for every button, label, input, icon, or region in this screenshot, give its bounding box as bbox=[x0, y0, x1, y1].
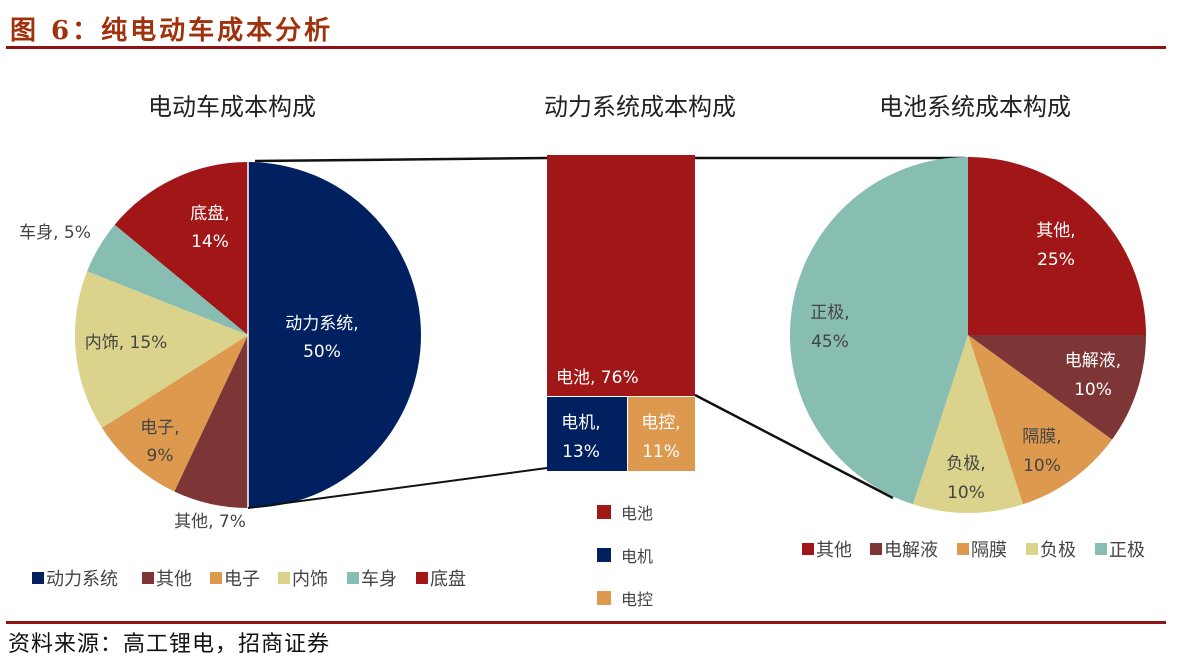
legend-electrolyte: 电解液 bbox=[884, 540, 938, 561]
label-power: 动力系统, bbox=[285, 314, 358, 334]
legend-interior: 内饰 bbox=[292, 569, 328, 590]
label-anode: 负极, bbox=[946, 454, 985, 474]
label-battery: 电池, 76% bbox=[556, 368, 639, 388]
connector-top-left bbox=[254, 156, 548, 163]
connector-bottom-left bbox=[247, 467, 548, 509]
label-controller: 电控, bbox=[641, 413, 680, 433]
label-electronics: 电子, bbox=[140, 418, 179, 438]
legend-swatch-electronics bbox=[210, 572, 222, 584]
label-interior: 内饰, 15% bbox=[85, 333, 168, 353]
label-cathode-pct: 45% bbox=[811, 332, 849, 352]
label-body: 车身, 5% bbox=[19, 223, 91, 243]
legend-swatch-controller bbox=[597, 591, 611, 605]
label-power-pct: 50% bbox=[303, 342, 341, 362]
label-chassis-pct: 14% bbox=[191, 232, 229, 252]
right-chart-title: 电池系统成本构成 bbox=[879, 93, 1071, 121]
figure-title: 图 6：纯电动车成本分析 bbox=[10, 16, 334, 46]
slice-interior bbox=[74, 271, 248, 428]
slice-other bbox=[174, 335, 248, 508]
left-legend: 动力系统 其他 电子 内饰 车身 底盘 bbox=[32, 569, 466, 590]
slice-anode bbox=[913, 335, 1023, 514]
label-separator-pct: 10% bbox=[1023, 456, 1061, 476]
slice-power-system bbox=[248, 162, 421, 508]
slice-cathode bbox=[789, 156, 968, 505]
legend-controller: 电控 bbox=[621, 590, 653, 609]
legend-swatch-electrolyte bbox=[870, 543, 882, 555]
slice-separator bbox=[968, 335, 1112, 505]
right-pie: 电池系统成本构成 其他, 25% 电解液, 10% 隔膜, 10% 负极, 10… bbox=[789, 93, 1146, 514]
slice-body bbox=[87, 224, 248, 335]
label-electronics-pct: 9% bbox=[147, 446, 174, 466]
label-electrolyte: 电解液, bbox=[1065, 351, 1121, 371]
legend-anode: 负极 bbox=[1040, 540, 1076, 561]
label-battery-other-pct: 25% bbox=[1037, 250, 1075, 270]
legend-cathode: 正极 bbox=[1109, 540, 1145, 561]
legend-electronics: 电子 bbox=[224, 569, 260, 590]
left-chart-title: 电动车成本构成 bbox=[148, 93, 316, 121]
legend-power: 动力系统 bbox=[46, 569, 118, 590]
label-anode-pct: 10% bbox=[947, 483, 985, 503]
label-chassis: 底盘, bbox=[190, 204, 229, 224]
connector-bottom-right bbox=[694, 393, 894, 500]
legend-swatch-battery bbox=[597, 505, 611, 519]
legend-swatch-anode bbox=[1026, 543, 1038, 555]
middle-chart-title: 动力系统成本构成 bbox=[544, 93, 736, 121]
label-cathode: 正极, bbox=[810, 303, 849, 323]
legend-swatch-power bbox=[32, 572, 44, 584]
right-legend: 其他 电解液 隔膜 负极 正极 bbox=[802, 540, 1145, 561]
slice-chassis bbox=[114, 162, 248, 335]
legend-battery-other: 其他 bbox=[816, 540, 852, 561]
bar-battery bbox=[547, 155, 695, 396]
label-electrolyte-pct: 10% bbox=[1074, 380, 1112, 400]
source-rule bbox=[6, 621, 1166, 624]
legend-body: 车身 bbox=[361, 569, 397, 590]
legend-swatch-cathode bbox=[1095, 543, 1107, 555]
legend-swatch-interior bbox=[278, 572, 290, 584]
source-note: 资料来源：高工锂电，招商证券 bbox=[8, 632, 331, 657]
legend-swatch-chassis bbox=[416, 572, 428, 584]
slice-electronics bbox=[101, 335, 249, 492]
slice-electrolyte bbox=[968, 335, 1146, 440]
middle-bar: 动力系统成本构成 电池, 76% 电机, 13% 电控, 11% 电池 电机 电… bbox=[544, 93, 736, 609]
legend-swatch-battery-other bbox=[802, 543, 814, 555]
legend-other: 其他 bbox=[156, 569, 192, 590]
legend-battery: 电池 bbox=[621, 504, 653, 523]
label-controller-pct: 11% bbox=[642, 442, 680, 462]
legend-swatch-other bbox=[142, 572, 154, 584]
legend-swatch-motor bbox=[597, 548, 611, 562]
title-rule bbox=[6, 46, 1166, 49]
left-pie: 电动车成本构成 动力系统, 50% 底盘, 14% 车身, 5% 内饰, 15%… bbox=[19, 93, 421, 532]
label-separator: 隔膜, bbox=[1022, 427, 1061, 447]
label-motor-pct: 13% bbox=[562, 442, 600, 462]
legend-swatch-body bbox=[347, 572, 359, 584]
bar-controller bbox=[628, 397, 695, 471]
legend-chassis: 底盘 bbox=[430, 569, 466, 590]
legend-swatch-separator bbox=[957, 543, 969, 555]
legend-motor: 电机 bbox=[621, 547, 653, 566]
label-battery-other: 其他, bbox=[1036, 221, 1075, 241]
slice-battery-other bbox=[968, 157, 1146, 335]
bar-motor bbox=[547, 397, 627, 471]
legend-separator: 隔膜 bbox=[971, 540, 1007, 561]
label-other: 其他, 7% bbox=[174, 512, 246, 532]
label-motor: 电机, bbox=[561, 413, 600, 433]
